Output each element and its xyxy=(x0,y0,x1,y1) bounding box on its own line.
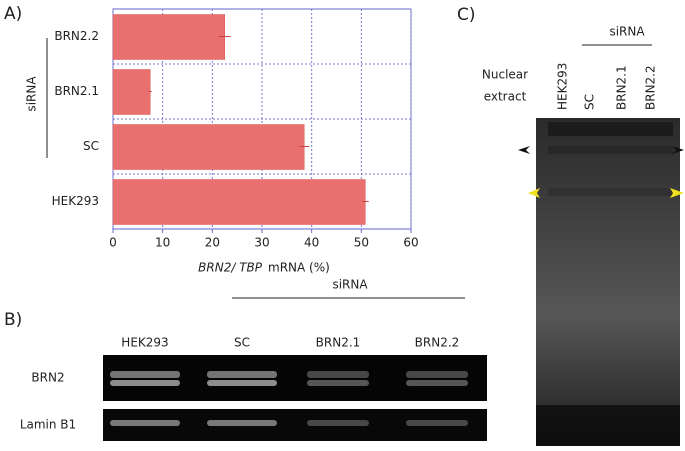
lane-labels: HEK293 SC BRN2.1 BRN2.2 xyxy=(556,63,658,110)
lane-label: SC xyxy=(583,94,597,110)
x-tick-label: 50 xyxy=(354,236,369,250)
band xyxy=(406,420,468,426)
group-label: siRNA xyxy=(25,76,39,112)
blot-bands: HEK293 SC BRN2.1 BRN2.2 BRN2 Lamin B1 xyxy=(20,336,468,432)
panel-label: A) xyxy=(4,4,22,24)
x-tick-label: 20 xyxy=(205,236,220,250)
bar xyxy=(112,69,151,115)
bar xyxy=(112,124,305,170)
band xyxy=(307,380,369,386)
x-tick-label: 60 xyxy=(403,236,418,250)
lane-label: HEK293 xyxy=(556,63,570,110)
band xyxy=(548,146,673,154)
arrowhead xyxy=(528,188,540,198)
row-label: Nuclear xyxy=(482,68,528,82)
column-label: HEK293 xyxy=(121,336,168,350)
band xyxy=(207,371,277,378)
panel-label: C) xyxy=(457,5,476,25)
band xyxy=(110,420,180,426)
group-label: siRNA xyxy=(609,25,645,39)
band xyxy=(307,371,369,378)
band xyxy=(406,371,468,378)
well xyxy=(548,122,673,136)
free-probe xyxy=(536,405,680,445)
column-label: SC xyxy=(234,336,250,350)
x-tick-label: 30 xyxy=(254,236,269,250)
y-tick-label: BRN2.1 xyxy=(54,84,99,98)
x-tick-label: 10 xyxy=(155,236,170,250)
x-axis-label: mRNA (%) xyxy=(268,261,330,275)
gel xyxy=(536,118,680,446)
group-label: siRNA xyxy=(332,278,368,292)
panel-label: B) xyxy=(4,310,22,330)
lane-label: BRN2.2 xyxy=(644,65,658,110)
y-tick-label: HEK293 xyxy=(52,194,99,208)
y-tick-label: SC xyxy=(83,139,99,153)
band xyxy=(207,380,277,386)
arrowhead xyxy=(670,188,684,198)
band xyxy=(307,420,369,426)
band xyxy=(406,380,468,386)
y-tick-label: BRN2.2 xyxy=(54,29,99,43)
row-label: extract xyxy=(484,90,527,104)
bar xyxy=(112,14,225,60)
bar xyxy=(112,179,366,225)
x-tick-label: 0 xyxy=(109,236,117,250)
bar-chart: 0 10 20 30 40 50 60 BRN2.2 BRN2.1 SC HEK293 xyxy=(52,8,419,250)
column-label: BRN2.1 xyxy=(316,336,361,350)
band xyxy=(548,188,673,196)
x-axis-label: BRN2/ TBP xyxy=(198,261,263,275)
band xyxy=(110,371,180,378)
arrow xyxy=(518,146,530,154)
band xyxy=(207,420,277,426)
row-label: BRN2 xyxy=(31,371,64,385)
column-label: BRN2.2 xyxy=(415,336,460,350)
band xyxy=(110,380,180,386)
lane-label: BRN2.1 xyxy=(615,65,629,110)
row-label: Lamin B1 xyxy=(20,418,76,432)
arrow xyxy=(672,146,684,154)
x-tick-label: 40 xyxy=(304,236,319,250)
